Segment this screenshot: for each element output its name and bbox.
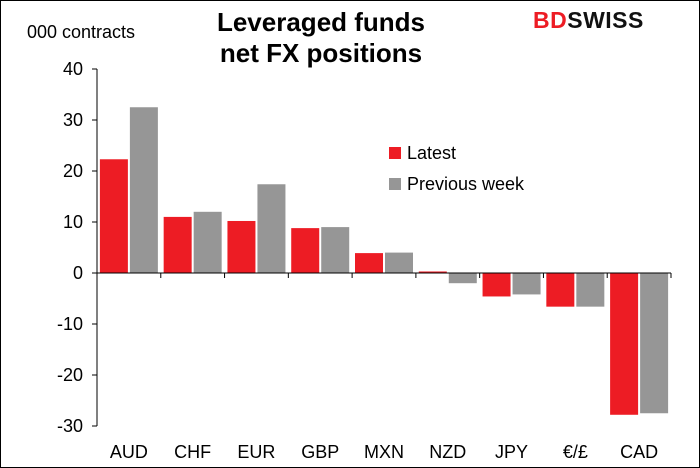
- chart-title-line-1: Leveraged funds: [216, 7, 426, 37]
- legend-label-previous-week: Previous week: [407, 174, 525, 194]
- bar-latest: [610, 273, 639, 415]
- bar-previous-week: [129, 107, 158, 273]
- y-tick-label: 10: [63, 212, 83, 232]
- y-tick-label: 20: [63, 161, 83, 181]
- y-tick-label: -20: [57, 365, 83, 385]
- bar-latest: [355, 253, 383, 273]
- bar-previous-week: [576, 273, 605, 307]
- bar-previous-week: [385, 252, 413, 273]
- bar-previous-week: [257, 184, 286, 273]
- y-tick-label: 40: [63, 59, 83, 79]
- bar-latest: [418, 271, 447, 273]
- y-tick-label: -10: [57, 314, 83, 334]
- y-tick-label: -30: [57, 416, 83, 436]
- bar-previous-week: [321, 227, 350, 273]
- x-tick-label: AUD: [110, 442, 148, 462]
- bar-previous-week: [512, 273, 541, 295]
- bar-previous-week: [193, 211, 222, 273]
- y-tick-label: 30: [63, 110, 83, 130]
- x-tick-label: GBP: [301, 442, 339, 462]
- brand-logo: BDSWISS: [533, 7, 644, 34]
- x-tick-label: EUR: [237, 442, 275, 462]
- chart-title-line-2: net FX positions: [219, 38, 423, 68]
- bar-previous-week: [448, 273, 477, 284]
- x-tick-label: CHF: [174, 442, 211, 462]
- bar-latest: [227, 220, 256, 273]
- legend-label-latest: Latest: [407, 143, 456, 163]
- bar-latest: [482, 273, 511, 297]
- brand-logo-bd: BD: [533, 7, 568, 33]
- bar-previous-week: [640, 273, 669, 414]
- x-tick-label: CAD: [620, 442, 658, 462]
- bar-latest: [99, 159, 128, 273]
- y-axis-label: 000 contracts: [27, 22, 136, 42]
- x-tick-label: JPY: [495, 442, 528, 462]
- bar-latest: [546, 273, 575, 307]
- x-tick-label: NZD: [429, 442, 466, 462]
- x-tick-label: MXN: [364, 442, 404, 462]
- x-tick-label: €/£: [563, 442, 588, 462]
- legend-swatch-latest: [389, 147, 401, 159]
- brand-logo-swiss: SWISS: [567, 7, 644, 33]
- y-tick-label: 0: [73, 263, 83, 283]
- bar-latest: [163, 216, 192, 273]
- bar-latest: [291, 228, 320, 273]
- chart-title: Leveraged funds net FX positions: [191, 7, 451, 69]
- legend-swatch-previous-week: [389, 178, 401, 190]
